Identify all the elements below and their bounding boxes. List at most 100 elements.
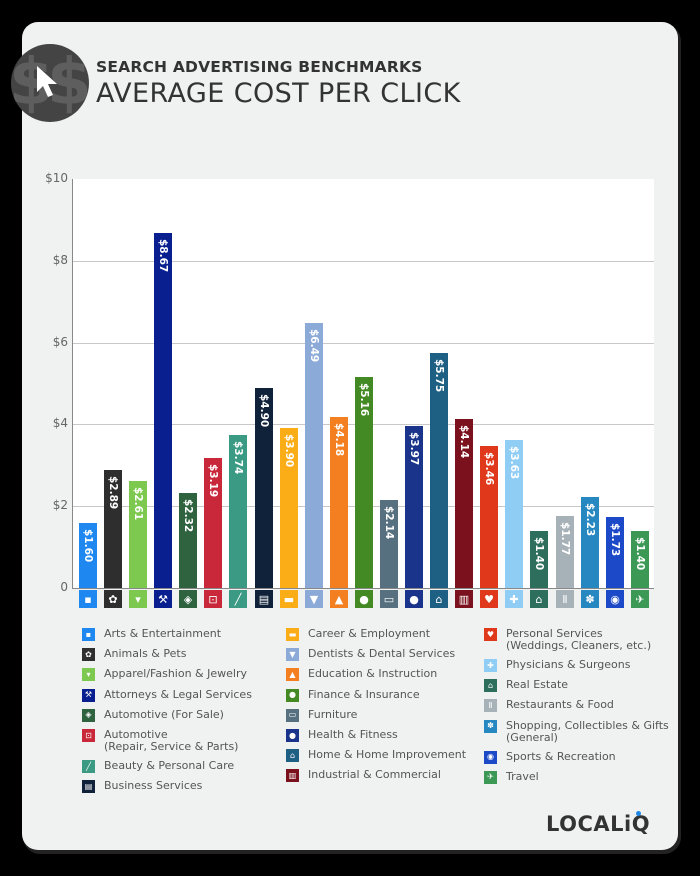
bar: $3.90 — [280, 428, 298, 588]
gavel-icon: ⚒ — [82, 688, 95, 702]
bar: $4.14 — [455, 418, 473, 588]
medical-cross-icon: ✚ — [505, 590, 523, 608]
y-tick-label: $4 — [52, 416, 68, 431]
armchair-icon: ▭ — [380, 590, 398, 608]
bar: $3.46 — [480, 446, 498, 588]
y-tick-label: $8 — [52, 252, 68, 267]
house-icon: ⌂ — [430, 590, 448, 608]
bar-value-label: $1.77 — [559, 521, 571, 555]
legend-item: ⌂ Home & Home Improvement — [286, 748, 467, 763]
bar: $2.32 — [179, 493, 197, 588]
price-tag-icon: ◈ — [82, 708, 95, 722]
shirt-icon: ▾ — [129, 590, 147, 608]
bar-value-label: $5.16 — [358, 382, 370, 417]
hand-heart-icon: ♥ — [480, 590, 498, 608]
legend-item: ▬ Career & Employment — [286, 628, 430, 641]
bar-value-label: $4.14 — [458, 424, 470, 458]
bar-value-label: $2.14 — [383, 506, 395, 540]
bar: $3.74 — [229, 435, 247, 588]
armchair-icon: ▭ — [286, 708, 299, 722]
graduation-cap-icon: ▲ — [286, 668, 299, 682]
bar-value-label: $6.49 — [308, 328, 320, 362]
document-icon: ▤ — [255, 590, 273, 608]
legend-item: ● Health & Fitness — [286, 729, 398, 742]
legend-label: Education & Instruction — [308, 667, 438, 681]
bar-value-label: $3.74 — [232, 441, 244, 475]
dollar-cursor-icon: $ $ — [11, 44, 89, 122]
page-title: AVERAGE COST PER CLICK — [96, 78, 461, 109]
brush-icon: ╱ — [82, 760, 95, 773]
bar: $5.75 — [430, 352, 448, 588]
bar-value-label: $3.90 — [283, 434, 295, 468]
bar: $5.16 — [355, 376, 373, 588]
bar-value-label: $3.97 — [408, 431, 420, 465]
legend-item: ✿ Animals & Pets — [82, 647, 187, 662]
bar-value-label: $1.40 — [533, 536, 545, 570]
legend-item: ✚ Physicians & Surgeons — [484, 659, 631, 672]
graduation-cap-icon: ▲ — [330, 590, 348, 608]
bar-value-label: $3.63 — [508, 445, 520, 479]
legend-item: ◉ Sports & Recreation — [484, 749, 616, 764]
image-icon: ▪ — [79, 590, 97, 608]
legend-item: ⌂ Real Estate — [484, 678, 569, 693]
legend-label: Physicians & Surgeons — [506, 658, 631, 671]
legend-item: ✈ Travel — [484, 769, 539, 784]
legend-item: ♥ Personal Services (Weddings, Cleaners, e… — [484, 628, 651, 652]
legend-item: ▭ Furniture — [286, 708, 357, 722]
legend-label: Restaurants & Food — [506, 698, 614, 712]
legend-item: ╱ Beauty & Personal Care — [82, 760, 234, 773]
bar: $1.73 — [606, 517, 624, 588]
apple-tape-icon: ● — [286, 729, 299, 742]
bar: $4.90 — [255, 387, 273, 588]
legend-label: Business Services — [104, 779, 203, 793]
bar: $2.14 — [380, 500, 398, 588]
y-axis-line — [72, 179, 73, 589]
legend-label: Sports & Recreation — [506, 749, 616, 763]
cursor-icon — [37, 66, 57, 97]
legend-label: Animals & Pets — [104, 647, 187, 661]
bar-value-label: $3.19 — [207, 463, 219, 497]
airplane-icon: ✈ — [631, 590, 649, 608]
legend-label: Dentists & Dental Services — [308, 647, 456, 661]
legend-item: ▾ Apparel/Fashion & Jewelry — [82, 668, 247, 682]
legend-label: Shopping, Collectibles & Gifts (General) — [506, 718, 669, 744]
legend-label: Arts & Entertainment — [104, 627, 222, 640]
shirt-icon: ▾ — [82, 668, 95, 682]
legend-item: ⚒ Attorneys & Legal Services — [82, 688, 252, 702]
bar: $1.77 — [556, 515, 574, 588]
bar: $1.40 — [631, 530, 649, 588]
piggy-bank-icon: ● — [355, 590, 373, 608]
fork-knife-icon: Ⅱ — [484, 699, 497, 713]
legend-item: ▥ Industrial & Commercial — [286, 768, 441, 783]
legend-label: Industrial & Commercial — [308, 768, 441, 782]
y-tick-label: $6 — [52, 334, 68, 349]
header: SEARCH ADVERTISING BENCHMARKS AVERAGE CO… — [96, 58, 461, 110]
legend-label: Personal Services (Weddings, Cleaners, et… — [506, 627, 652, 652]
bar-value-label: $2.89 — [107, 475, 119, 510]
factory-icon: ▥ — [455, 590, 473, 608]
legend-label: Beauty & Personal Care — [104, 759, 235, 772]
tooth-icon: ▼ — [305, 590, 323, 608]
bar-value-label: $2.32 — [182, 499, 194, 533]
legend-item: ▲ Education & Instruction — [286, 667, 438, 682]
legend-item: ◈ Automotive (For Sale) — [82, 708, 224, 722]
car-icon: ⊡ — [204, 590, 222, 608]
apple-tape-icon: ● — [405, 590, 423, 608]
legend-item: ⊡ Automotive (Repair, Service & Parts) — [82, 729, 238, 753]
bar: $3.97 — [405, 425, 423, 588]
bar-value-label: $5.75 — [433, 358, 445, 393]
legend-label: Real Estate — [506, 678, 569, 692]
legend-label: Travel — [506, 769, 539, 783]
bar: $6.49 — [305, 322, 323, 588]
legend-label: Home & Home Improvement — [308, 748, 467, 762]
airplane-icon: ✈ — [484, 770, 497, 784]
bar: $8.67 — [154, 233, 172, 588]
fork-knife-icon: Ⅱ — [556, 590, 574, 608]
legend-item: ▼ Dentists & Dental Services — [286, 647, 456, 662]
house-icon: ⌂ — [286, 749, 299, 763]
ball-icon: ◉ — [484, 750, 497, 764]
bar-value-label: $1.73 — [609, 523, 621, 557]
brand-logo: LOCALiQ — [546, 811, 651, 836]
y-tick-label: $10 — [45, 171, 68, 185]
price-tag-icon: ◈ — [179, 590, 197, 608]
